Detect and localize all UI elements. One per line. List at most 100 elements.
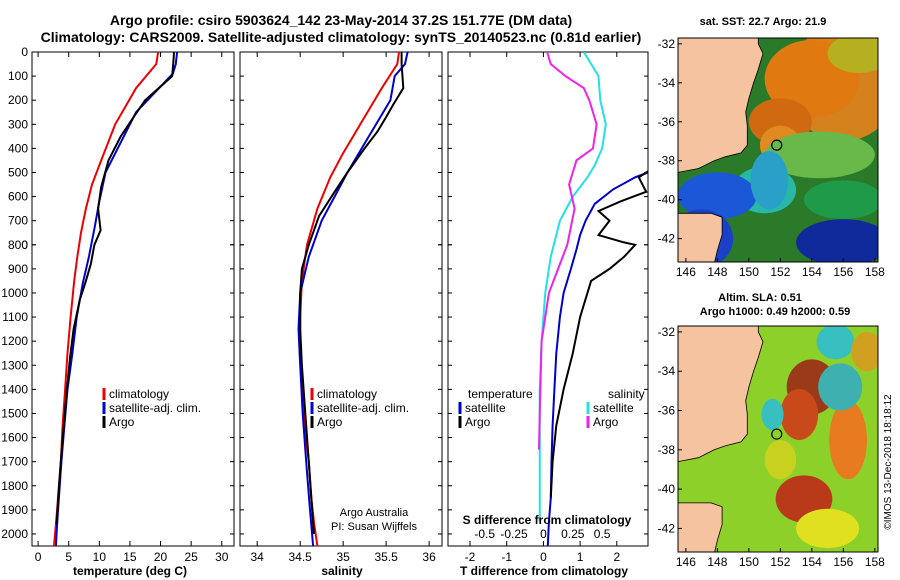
salinity-series-argo	[299, 52, 405, 535]
difference-xtick-label: 0	[540, 550, 547, 564]
salinity-xtick-label: 36	[422, 550, 436, 564]
sla-field-patch	[780, 388, 819, 440]
depth-tick-label: 0	[21, 45, 28, 59]
sla-map-title-line1: Altim. SLA: 0.51	[718, 292, 802, 304]
depth-tick-label: 300	[8, 117, 28, 131]
difference-legend-label-salinity: Argo	[593, 415, 619, 429]
sst-field-patch	[750, 150, 789, 210]
temperature-xtick-label: 0	[35, 550, 42, 564]
depth-tick-label: 500	[8, 165, 28, 179]
depth-tick-label: 1900	[1, 503, 28, 517]
temperature-legend-label: Argo	[109, 415, 135, 429]
sla-argo-position-marker	[771, 428, 783, 440]
difference-legend-label-temperature: satellite	[465, 401, 506, 415]
sla-field-patch	[818, 363, 863, 411]
difference-secondary-tick-label: -0.5	[474, 527, 495, 541]
sla-field-patch	[761, 398, 784, 431]
sst-land	[678, 38, 764, 173]
temperature-legend-label: satellite-adj. clim.	[109, 401, 201, 415]
sst-xtick-label: 146	[676, 265, 696, 279]
salinity-legend-label: Argo	[317, 415, 343, 429]
figure-title-line1: Argo profile: csiro 5903624_142 23-May-2…	[110, 12, 572, 28]
sla-map-content	[678, 326, 878, 552]
temperature-series-argo	[55, 52, 175, 525]
sst-xtick-label: 150	[739, 265, 759, 279]
figure-title-line2: Climatology: CARS2009. Satellite-adjuste…	[41, 29, 642, 45]
sla-field-patch	[851, 331, 878, 372]
sst-field-patch	[827, 38, 878, 74]
sla-field-patch	[764, 439, 797, 480]
sla-xtick-label: 154	[802, 555, 822, 569]
sst-ytick-label: -34	[658, 76, 676, 90]
temperature-panel: 0100200300400500600700080090010001100120…	[1, 45, 235, 564]
sst-ytick-label: -42	[658, 232, 676, 246]
difference-xtick-label: -2	[465, 550, 476, 564]
salinity-xtick-label: 34	[251, 550, 265, 564]
difference-secondary-xlabel: S difference from climatology	[463, 513, 632, 527]
difference-series-temperature-argo	[549, 170, 648, 498]
temperature-xtick-label: 30	[215, 550, 229, 564]
sla-xtick-label: 156	[833, 555, 853, 569]
sla-xtick-label: 148	[707, 555, 727, 569]
credit-line2: PI: Susan Wijffels	[331, 521, 417, 533]
sla-map-title-line2: Argo h1000: 0.49 h2000: 0.59	[700, 306, 850, 318]
sst-ytick-label: -38	[658, 154, 676, 168]
difference-secondary-tick-label: -0.25	[500, 527, 528, 541]
sst-xtick-label: 154	[802, 265, 822, 279]
difference-series-salinity-argo	[538, 52, 598, 450]
depth-tick-label: 1400	[1, 382, 28, 396]
sla-xtick-label: 150	[739, 555, 759, 569]
difference-legend-title-salinity: salinity	[608, 387, 645, 401]
sla-ytick-label: -42	[658, 521, 676, 535]
difference-xtick-label: 1	[577, 550, 584, 564]
temperature-xlabel: temperature (deg C)	[73, 564, 187, 578]
depth-tick-label: 0	[21, 238, 28, 252]
depth-tick-label: 900	[8, 262, 28, 276]
difference-xlabel: T difference from climatology	[460, 564, 628, 578]
depth-tick-label: 1100	[2, 310, 28, 324]
depth-tick-label: 1500	[1, 406, 28, 420]
depth-tick-label: 1700	[1, 455, 28, 469]
sla-ytick-label: -40	[658, 482, 676, 496]
temperature-plot-frame	[31, 51, 235, 547]
depth-tick-label: 1300	[1, 358, 28, 372]
sst-xtick-label: 152	[770, 265, 790, 279]
salinity-series-climatology	[299, 52, 400, 546]
difference-secondary-tick-label: 0.25	[561, 527, 585, 541]
sst-tasmania-land	[678, 212, 723, 262]
sst-xtick-label: 158	[865, 265, 885, 279]
sst-ytick-label: -40	[658, 193, 676, 207]
temperature-xtick-label: 15	[123, 550, 137, 564]
salinity-legend-label: satellite-adj. clim.	[317, 401, 409, 415]
sst-field-patch	[678, 172, 757, 220]
sst-xtick-label: 148	[707, 265, 727, 279]
difference-legend-label-salinity: satellite	[593, 401, 634, 415]
sla-xtick-label: 152	[770, 555, 790, 569]
difference-secondary-tick-label: 0	[540, 527, 547, 541]
difference-panel: -2 -1 0 1 2temperaturesatelliteArgosalinitys…	[447, 51, 649, 564]
credit-line1: Argo Australia	[340, 507, 409, 519]
salinity-plot-frame	[239, 51, 443, 547]
sst-argo-position-marker	[771, 139, 783, 151]
sst-map-title: sat. SST: 22.7 Argo: 21.9	[700, 16, 827, 28]
salinity-legend-label: climatology	[317, 387, 377, 401]
salinity-xtick-label: 35	[336, 550, 350, 564]
sst-field-patch	[796, 219, 878, 262]
depth-tick-label: 1000	[1, 286, 28, 300]
sla-land	[678, 326, 764, 463]
difference-legend-title-temperature: temperature	[468, 387, 533, 401]
sla-ytick-label: -36	[658, 404, 676, 418]
temperature-xtick-label: 20	[154, 550, 168, 564]
salinity-series-satellite-adj-clim-	[297, 52, 409, 546]
difference-series-temperature-satellite	[546, 171, 648, 546]
sla-ytick-label: -38	[658, 443, 676, 457]
depth-tick-label: 600	[8, 190, 28, 204]
depth-tick-label: 1800	[1, 479, 28, 493]
imos-timestamp: ©IMOS 13-Dec-2018 18:18:12	[883, 394, 894, 530]
difference-secondary-tick-label: 0.5	[594, 527, 611, 541]
sst-ytick-label: -36	[658, 115, 676, 129]
sst-map-frame	[677, 37, 879, 263]
temperature-xtick-label: 10	[93, 550, 107, 564]
depth-tick-label: 800	[8, 238, 28, 252]
